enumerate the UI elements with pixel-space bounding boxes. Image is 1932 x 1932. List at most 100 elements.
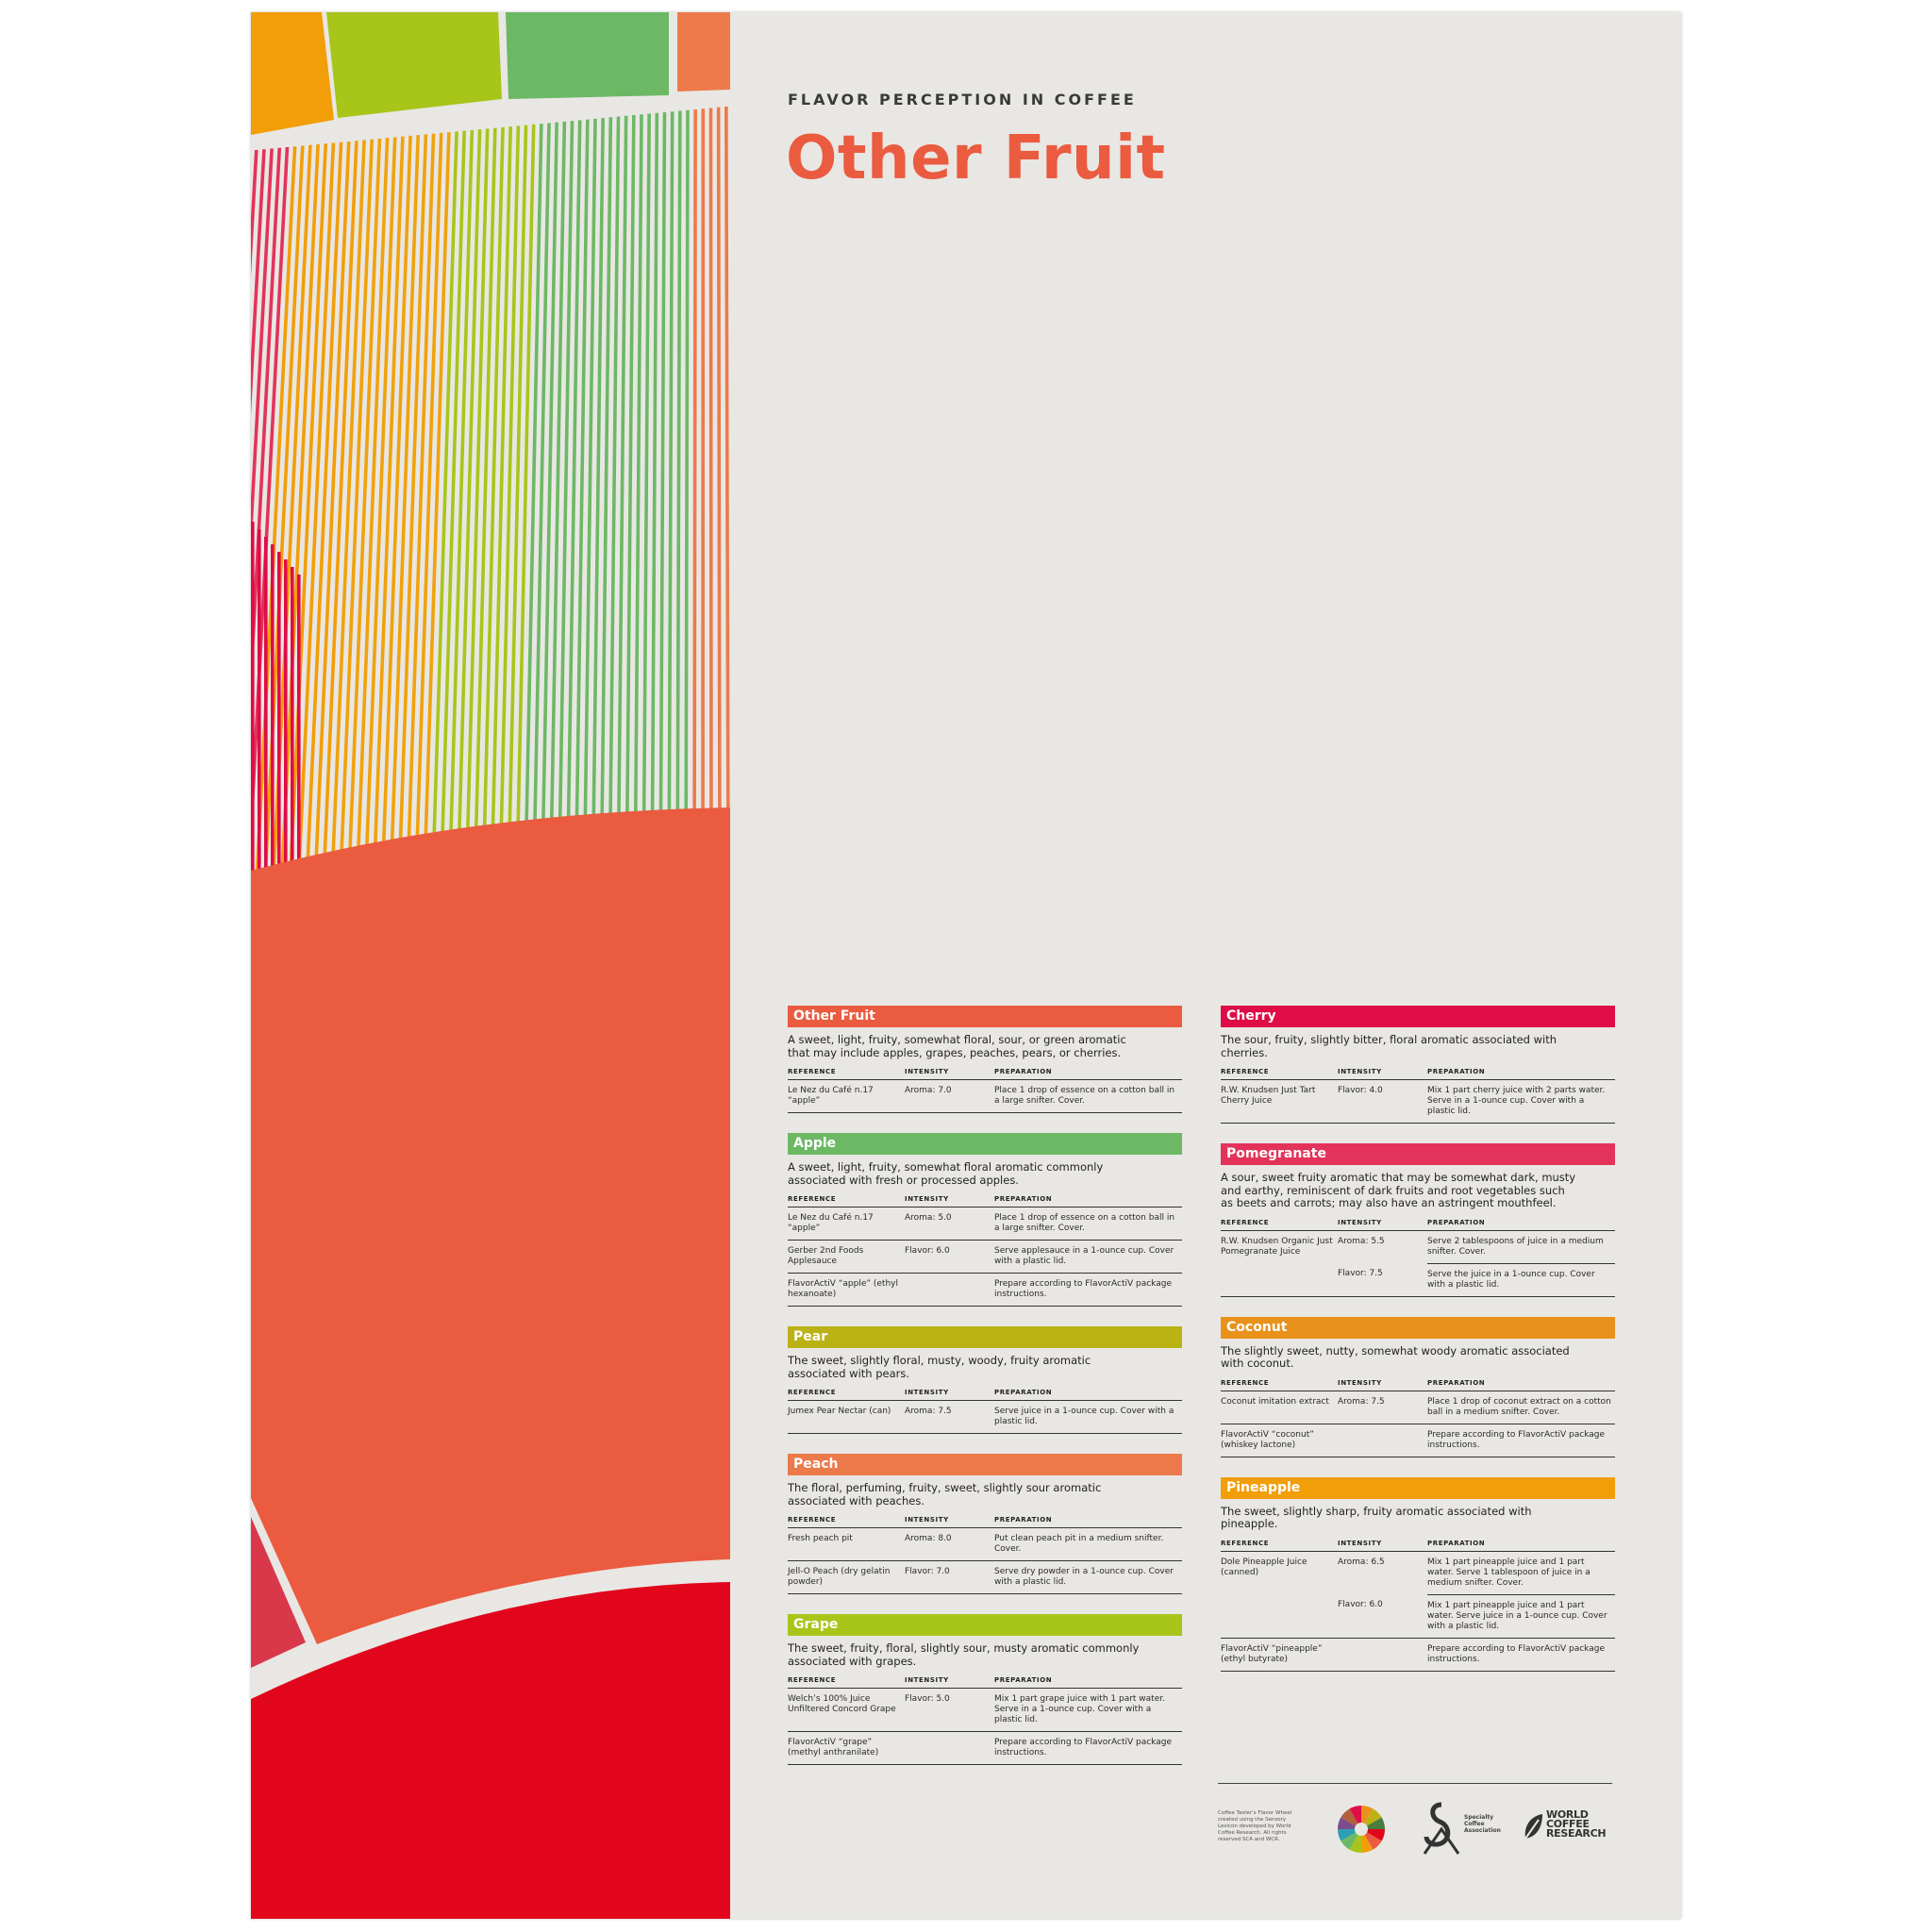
section-header: Apple [788,1133,1182,1155]
section-description: A sweet, light, fruity, somewhat floral,… [788,1033,1126,1059]
table-row: Le Nez du Café n.17 “apple” Aroma: 5.0 Pla… [788,1207,1182,1241]
table-row: Flavor: 6.0 Mix 1 part pineapple juice an… [1221,1594,1615,1639]
wheel-stripe [272,144,312,873]
section-coconut: Coconut The slightly sweet, nutty, somewh… [1221,1316,1615,1457]
table-row: FlavorActiV “coconut” (whiskey lactone) P… [1221,1424,1615,1457]
cell-reference: Gerber 2nd Foods Applesauce [788,1240,905,1274]
wcr-line-3: RESEARCH [1546,1827,1607,1840]
reference-table: REFERENCE INTENSITY PREPARATION Coconut imi… [1221,1378,1615,1457]
cell-intensity [905,1731,994,1765]
wheel-stripe [701,108,706,813]
cell-preparation: Mix 1 part grape juice with 1 part water… [994,1688,1182,1732]
wheel-stripe [297,575,301,859]
footer-credit-note: Coffee Taster’s Flavor Wheel created usi… [1218,1810,1292,1842]
wheel-stripe [423,132,451,852]
wheel-stripe [508,125,528,840]
column-header-preparation: PREPARATION [1427,1218,1615,1231]
wheel-stripe [390,135,421,857]
wheel-stripe [591,118,605,828]
column-header-preparation: PREPARATION [994,1516,1182,1528]
table-row: Coconut imitation extract Aroma: 7.5 Place… [1221,1391,1615,1424]
cell-preparation: Place 1 drop of coconut extract on a cot… [1427,1391,1615,1424]
wheel-stripe [724,107,730,809]
section-description: The sweet, fruity, floral, slightly sour… [788,1641,1140,1668]
section-header: Pineapple [1221,1476,1615,1499]
cell-reference: FlavorActiV “coconut” (whiskey lactone) [1221,1424,1338,1457]
section-grape: Grape The sweet, fruity, floral, slightly… [788,1614,1182,1765]
mini-wheel-slice [1341,1808,1361,1829]
column-header-reference: REFERENCE [788,1516,905,1528]
wheel-stripe [575,119,590,831]
cell-reference: FlavorActiV “grape” (methyl anthranilate… [788,1731,905,1765]
section-pineapple: Pineapple The sweet, slightly sharp, frui… [1221,1476,1615,1672]
wcr-line-2: COFFEE [1546,1818,1590,1830]
column-header-preparation: PREPARATION [1427,1378,1615,1391]
column-header-intensity: INTENSITY [905,1676,994,1689]
table-row: Gerber 2nd Foods Applesauce Flavor: 6.0 Se… [788,1240,1182,1274]
mini-wheel-slice [1361,1829,1382,1850]
sca-logo-text: Specialty Coffee Association [1464,1814,1501,1834]
cell-preparation: Mix 1 part pineapple juice and 1 part wa… [1427,1594,1615,1639]
wheel-stripe [692,109,697,814]
cell-preparation: Prepare according to FlavorActiV package… [994,1731,1182,1765]
column-header-intensity: INTENSITY [1338,1068,1427,1080]
section-header: Other Fruit [788,1006,1182,1027]
table-row: Welch’s 100% Juice Unfiltered Concord Gr… [788,1688,1182,1732]
wheel-segment-pomegranate [251,1517,306,1668]
column-header-preparation: PREPARATION [994,1195,1182,1208]
wheel-stripe [465,128,490,846]
wheel-stripe [566,120,582,832]
wheel-stripe [330,140,366,864]
cell-preparation: Place 1 drop of essence on a cotton ball… [994,1079,1182,1113]
cell-intensity: Flavor: 6.0 [1338,1594,1427,1639]
wheel-stripe [650,112,659,821]
column-header-intensity: INTENSITY [905,1195,994,1208]
wcr-line-1: WORLD [1546,1808,1589,1821]
wheel-segment-berry [251,1582,730,1919]
left-column: Other Fruit A sweet, light, fruity, somew… [788,1006,1182,1785]
section-description: The floral, perfuming, fruity, sweet, sl… [788,1481,1102,1507]
wheel-stripe [297,142,336,869]
table-row: Jell-O Peach (dry gelatin powder) Flavor:… [788,1560,1182,1594]
wheel-stripe [271,544,275,867]
cell-intensity: Aroma: 5.0 [905,1207,994,1241]
mini-wheel-slice [1361,1808,1382,1829]
wheel-stripe [398,134,428,855]
section-header: Pomegranate [1221,1143,1615,1165]
page-title: Other Fruit [786,124,1166,193]
reference-table: REFERENCE INTENSITY PREPARATION Le Nez du C… [788,1195,1182,1307]
wheel-stripe [608,116,621,826]
cell-preparation: Mix 1 part pineapple juice and 1 part wa… [1427,1551,1615,1595]
wheel-stripe [708,108,713,812]
cell-intensity: Aroma: 7.5 [905,1400,994,1434]
wheel-stripe [264,537,268,869]
right-column: Cherry The sour, fruity, slightly bitter,… [1221,1006,1615,1691]
cell-preparation: Prepare according to FlavorActiV package… [994,1273,1182,1307]
wheel-stripe [251,522,255,873]
table-row: Jumex Pear Nectar (can) Aroma: 7.5 Serve j… [788,1400,1182,1434]
table-row: Le Nez du Café n.17 “apple” Aroma: 7.0 Pla… [788,1079,1182,1113]
section-peach: Peach The floral, perfuming, fruity, swee… [788,1454,1182,1594]
wheel-stripe [314,141,351,867]
column-header-reference: REFERENCE [1221,1068,1338,1080]
column-header-intensity: INTENSITY [1338,1218,1427,1231]
cell-preparation: Serve 2 tablespoons of juice in a medium… [1427,1230,1615,1264]
cell-intensity: Flavor: 7.0 [905,1560,994,1594]
wheel-segment-orange [251,12,334,135]
wheel-stripe [474,127,497,844]
wheel-stripe [633,114,643,823]
table-row: Dole Pineapple Juice (canned) Aroma: 6.5 M… [1221,1551,1615,1595]
section-description: The sour, fruity, slightly bitter, flora… [1221,1033,1557,1059]
cell-preparation: Serve juice in a 1-ounce cup. Cover with… [994,1400,1182,1434]
column-header-reference: REFERENCE [788,1676,905,1689]
cell-reference: R.W. Knudsen Just Tart Cherry Juice [1221,1079,1338,1124]
wheel-stripe [258,529,261,871]
cell-intensity [1338,1638,1427,1672]
reference-table: REFERENCE INTENSITY PREPARATION Fresh peach… [788,1516,1182,1594]
wheel-stripe [364,137,397,859]
wheel-stripe [448,129,475,848]
cell-preparation: Put clean peach pit in a medium snifter.… [994,1527,1182,1561]
wheel-stripes [251,107,730,874]
section-pear: Pear The sweet, slightly floral, musty, w… [788,1326,1182,1434]
wheel-stripe [291,567,294,861]
